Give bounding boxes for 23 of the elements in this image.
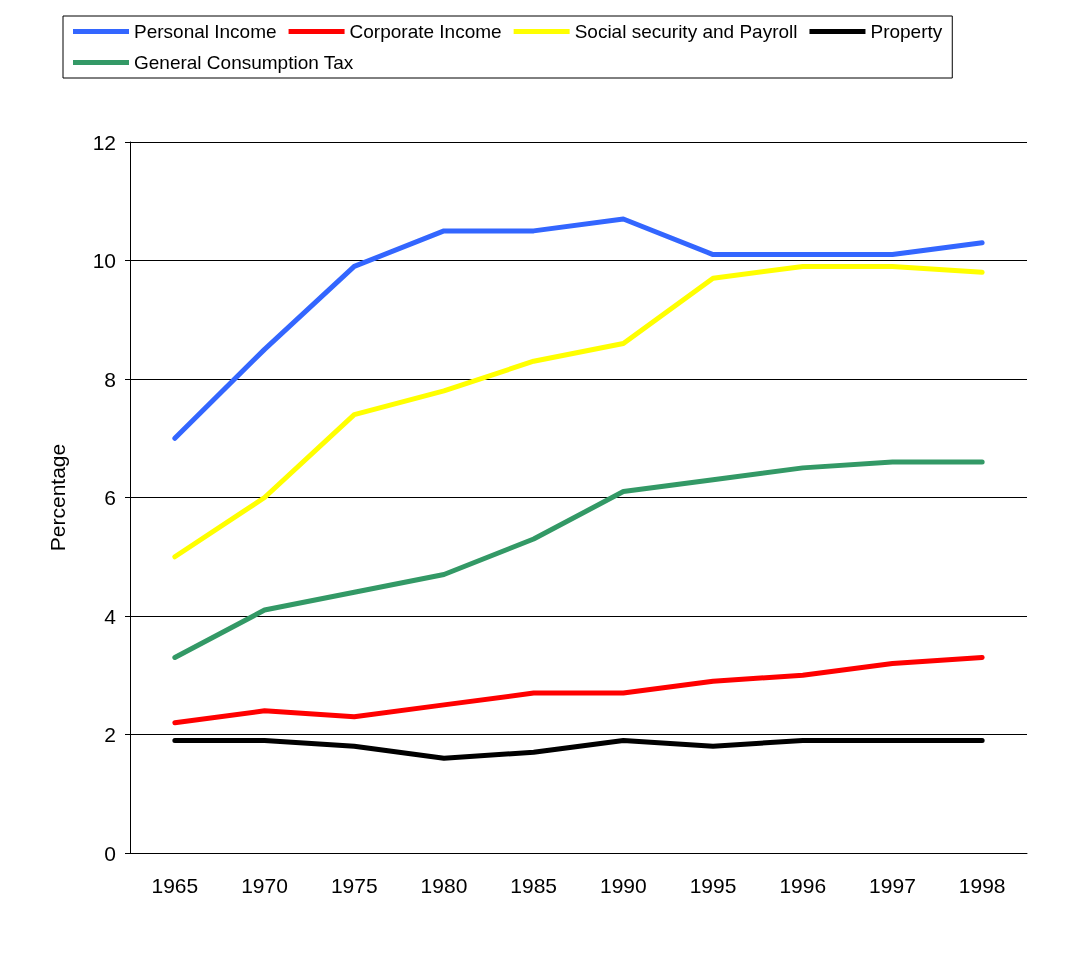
y-tick-label: 2: [104, 723, 116, 746]
x-tick-label: 1985: [510, 874, 558, 897]
legend-label: Property: [870, 21, 943, 42]
legend-label: General Consumption Tax: [134, 52, 354, 73]
x-tick-label: 1996: [779, 874, 827, 897]
y-axis-title: Percentage: [46, 443, 69, 552]
x-tick-label: 1965: [151, 874, 199, 897]
y-tick-label: 10: [92, 249, 116, 272]
x-tick-label: 1995: [689, 874, 737, 897]
y-tick-label: 0: [104, 841, 116, 865]
legend-label: Corporate Income: [349, 21, 502, 42]
x-tick-label: 1990: [599, 874, 647, 897]
x-tick-label: 1980: [420, 874, 468, 897]
x-tick-label: 1998: [958, 874, 1006, 897]
x-tick-label: 1970: [241, 874, 288, 897]
legend-label: Social security and Payroll: [574, 21, 798, 42]
y-tick-label: 4: [104, 604, 117, 628]
x-tick-label: 1997: [869, 874, 916, 897]
legend-label: Personal Income: [134, 21, 277, 42]
y-tick-label: 8: [104, 367, 116, 391]
y-tick-label: 6: [104, 486, 116, 509]
x-tick-label: 1975: [330, 874, 378, 897]
y-tick-label: 12: [92, 130, 116, 154]
